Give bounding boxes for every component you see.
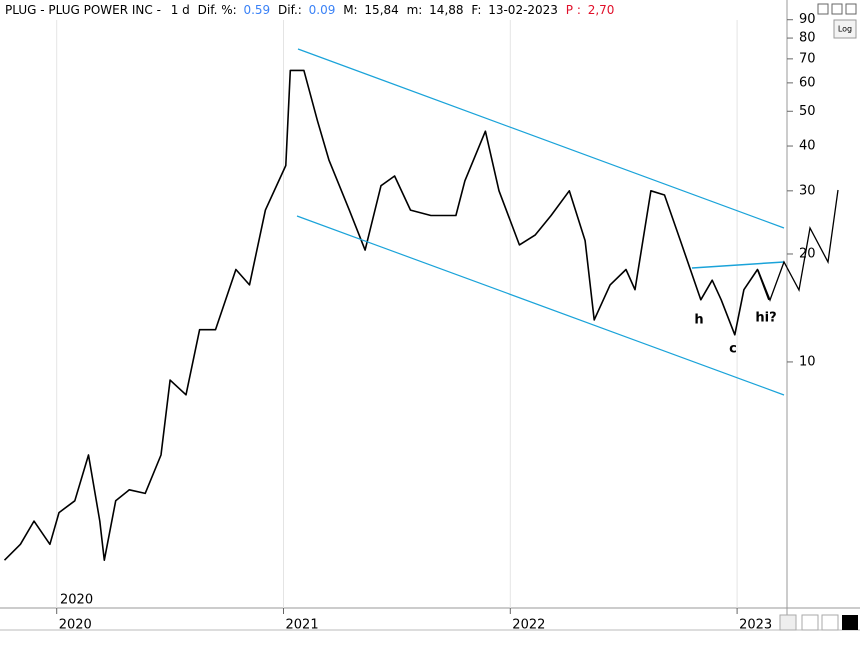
neckline [691,261,785,269]
y-tick-label: 30 [799,183,816,198]
header-bg [0,0,780,20]
value: 15,84 [364,3,398,17]
button-close[interactable] [845,3,857,15]
button-minimize[interactable] [817,3,829,15]
corner-label: 2020 [60,593,93,608]
y-tick-label: 70 [799,51,816,66]
save-button[interactable] [801,614,819,631]
trend-line [297,48,785,229]
x-tick-label: 2021 [286,618,319,633]
color-button[interactable] [842,615,858,630]
y-tick-label: 10 [799,354,816,369]
label: Dif.: [278,3,302,17]
trend-line [296,215,785,396]
value: 0.59 [243,3,270,17]
y-tick-label: 80 [799,31,816,46]
label: m: [407,3,423,17]
annotation: hi? [755,311,776,326]
tool-button[interactable] [779,614,797,631]
y-tick-label: 50 [799,104,816,119]
plot-area: 2020 2021 2022 2023 90 80 70 60 50 40 30 20 10 [3,12,816,633]
value: 2,70 [588,3,615,17]
y-tick-label: 40 [799,139,816,154]
label: P : [566,3,581,17]
y-tick-label: 20 [799,246,816,261]
header: PLUG - PLUG POWER INC - 1 d Dif. %: 0.59… [5,3,614,17]
y-tick-label: 60 [799,75,816,90]
log-button-label: Log [838,25,852,34]
tool-button[interactable] [821,614,839,631]
price-line [3,69,770,561]
interval: 1 d [171,3,190,17]
y-tick-label: 90 [799,12,816,27]
annotation: h [694,313,703,328]
label: M: [343,3,357,17]
value: 0.09 [309,3,336,17]
label: F: [471,3,481,17]
x-tick-label: 2022 [512,618,545,633]
annotation: c [729,342,737,357]
x-tick-label: 2020 [59,618,92,633]
log-button[interactable] [833,19,857,39]
value: 14,88 [429,3,463,17]
label: Dif. %: [198,3,237,17]
x-tick-label: 2023 [739,618,772,633]
projection-arrow [757,189,839,302]
value: 13-02-2023 [488,3,558,17]
symbol: PLUG - PLUG POWER INC - [5,3,161,17]
button-maximize[interactable] [831,3,843,15]
